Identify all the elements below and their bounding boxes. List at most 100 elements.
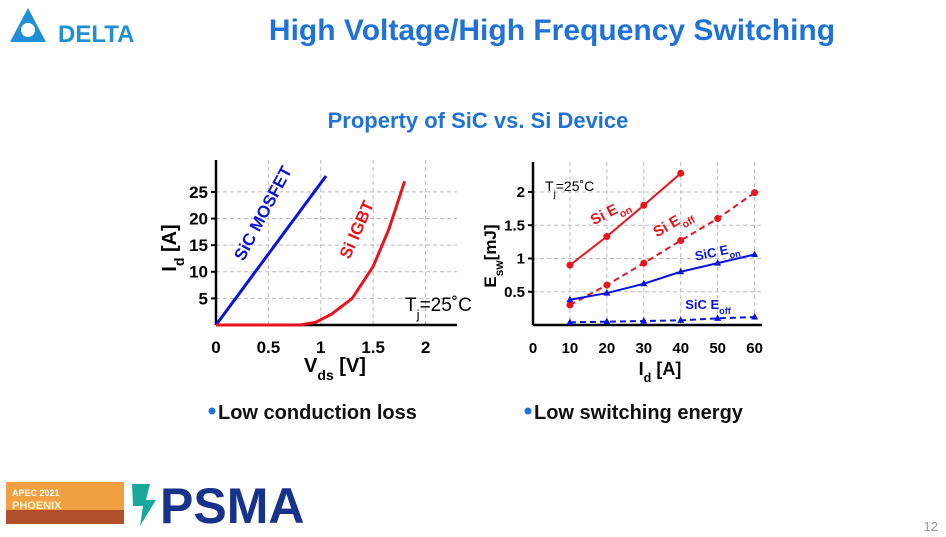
y-tick-label: 10 [189, 263, 208, 282]
series-name: Si E [650, 212, 683, 241]
point [640, 279, 648, 287]
text-part: sw [492, 260, 506, 277]
annotation: Tj=25˚C [405, 295, 472, 322]
series-name: SiC MOSFET [230, 163, 296, 264]
text-part: =25˚C [556, 178, 595, 194]
series-label: SiC Eon [693, 240, 741, 268]
x-tick-label: 0 [529, 340, 537, 357]
text-part: I [159, 266, 181, 272]
text-part: [A] [159, 224, 181, 257]
x-tick-label: 2 [421, 338, 430, 357]
point [640, 259, 648, 267]
point [566, 301, 574, 309]
slide-subtitle: Property of SiC vs. Si Device [328, 108, 629, 133]
x-tick-label: 50 [709, 340, 726, 357]
bullet-2: Low switching energy [524, 402, 744, 424]
series-name: Si IGBT [336, 197, 379, 261]
text-part: j [553, 189, 556, 200]
apec-badge: APEC 2021 PHOENIX [6, 482, 124, 524]
logo-text: DELTA [58, 21, 134, 48]
text-part: j [416, 307, 420, 322]
text-part: T [545, 178, 554, 194]
series-line [569, 316, 755, 324]
text-part: E [481, 276, 500, 287]
point [751, 313, 759, 320]
page-number: 12 [924, 519, 938, 534]
annotation: Tj=25˚C [545, 178, 594, 200]
y-axis-label: Id [A] [159, 224, 187, 271]
point [603, 317, 611, 325]
series-name: SiC E [693, 242, 730, 264]
x-tick-label: 60 [746, 340, 763, 357]
point [566, 318, 574, 325]
y-tick-label: 15 [189, 236, 208, 255]
point [640, 201, 648, 209]
text-part: =25˚C [420, 295, 472, 316]
series-label: SiC MOSFET [230, 163, 296, 264]
series-label: Si Eon [588, 195, 635, 233]
y-tick-label: 0.5 [504, 284, 525, 301]
text-part: d [171, 258, 187, 267]
psma-logo: PSMA [132, 478, 304, 534]
bullet-dot [208, 407, 216, 415]
text-part: ds [317, 367, 334, 383]
bullet-text: Low switching energy [534, 402, 744, 424]
y-tick-label: 20 [189, 209, 208, 228]
point [677, 169, 685, 177]
text-part: V [304, 355, 318, 377]
point [603, 289, 611, 296]
point [677, 267, 685, 275]
y-tick-label: 5 [199, 289, 208, 308]
series-line [214, 175, 328, 326]
x-tick-label: 0 [211, 338, 220, 357]
series-label: Si IGBT [336, 197, 379, 261]
x-axis-label: Id [A] [639, 359, 682, 385]
text-part: I [639, 359, 644, 379]
series-line [216, 180, 407, 327]
bullet-text: Low conduction loss [218, 402, 417, 424]
series-name-sub: on [729, 248, 742, 260]
point [640, 317, 648, 324]
x-tick-label: 30 [635, 340, 652, 357]
bullet-dot [524, 407, 532, 415]
psma-text: PSMA [160, 478, 304, 534]
y-axis-label: Esw[mJ] [481, 224, 506, 287]
point [751, 250, 759, 257]
x-tick-label: 1 [316, 338, 325, 357]
badge-ground [6, 510, 124, 524]
y-tick-label: 1.5 [504, 217, 525, 234]
point [677, 237, 685, 245]
series-line [569, 191, 756, 306]
point [566, 295, 574, 303]
x-axis-label: Vds [V] [304, 355, 366, 383]
text-part: [V] [334, 355, 366, 377]
x-tick-label: 10 [562, 340, 579, 357]
series-name: SiC E [685, 297, 719, 312]
psma-bolt [132, 484, 156, 526]
logo-hole [21, 23, 35, 37]
point [566, 261, 574, 269]
series-label: SiC Eoff [685, 297, 732, 316]
point [714, 259, 722, 266]
text-part: [A] [651, 359, 681, 379]
text-part: d [644, 371, 652, 385]
y-tick-label: 1 [517, 251, 525, 268]
bullet-1: Low conduction loss [208, 402, 417, 424]
text-part: T [405, 295, 417, 316]
series-line [569, 172, 682, 266]
badge-event: APEC 2021 [12, 488, 60, 498]
series-line [569, 253, 755, 301]
slide-title: High Voltage/High Frequency Switching [269, 14, 835, 47]
x-tick-label: 1.5 [361, 338, 385, 357]
x-tick-label: 40 [672, 340, 689, 357]
series-label: Si Eoff [650, 205, 698, 245]
point [751, 189, 759, 197]
point [677, 316, 685, 323]
delta-logo: DELTA [10, 8, 134, 48]
text-part: [mJ] [481, 224, 500, 260]
series-name-sub: off [680, 214, 698, 231]
point [714, 215, 722, 223]
y-tick-label: 25 [189, 183, 208, 202]
badge-city: PHOENIX [12, 500, 62, 512]
